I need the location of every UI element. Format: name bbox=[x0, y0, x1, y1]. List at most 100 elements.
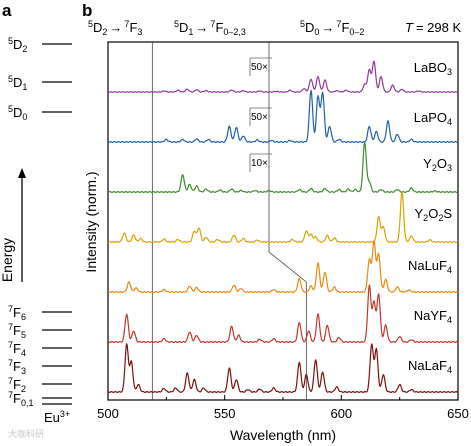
label-sup: 5 bbox=[174, 19, 179, 29]
level-label-sub: 4 bbox=[21, 348, 26, 358]
series-line bbox=[107, 60, 459, 93]
series-labo3: LaBO3 50× bbox=[107, 57, 459, 93]
level-label: 7F3 bbox=[8, 358, 26, 376]
region-dividers bbox=[151, 42, 307, 400]
label-sub: 0–2,3 bbox=[223, 27, 246, 37]
temperature-label: T = 298 K bbox=[405, 20, 461, 35]
level-label: 5D2 bbox=[8, 36, 27, 54]
series-label: Y2O3 bbox=[423, 156, 452, 173]
level-label-sup: 7 bbox=[8, 304, 13, 314]
label-main: F bbox=[215, 20, 223, 35]
level-label-sup: 7 bbox=[8, 358, 13, 368]
label-sub: 3 bbox=[137, 27, 142, 37]
level-label-main: F bbox=[13, 359, 21, 374]
plot-frame bbox=[107, 41, 459, 401]
label-main: D bbox=[305, 20, 314, 35]
series-label: LaBO3 bbox=[414, 60, 452, 77]
series-nalaf4: NaLaF4 bbox=[107, 343, 459, 393]
scale-factor-label: 10× bbox=[251, 158, 268, 169]
series-label-main: NaLaF bbox=[408, 358, 447, 373]
series-label-main: Y bbox=[423, 156, 432, 171]
level-label-sup: 7 bbox=[8, 322, 13, 332]
series-label-sub: 4 bbox=[447, 365, 452, 375]
transition-label-5d2-7f3: 5D2 → 7F3 bbox=[88, 19, 142, 37]
level-label-main: F bbox=[13, 391, 21, 406]
series-label-sub: 3 bbox=[447, 163, 452, 173]
series-label-main: O bbox=[428, 206, 438, 221]
series-line bbox=[107, 191, 459, 243]
panel-label-a: a bbox=[2, 1, 12, 20]
temperature-symbol: T bbox=[405, 20, 414, 35]
level-label-main: F bbox=[13, 323, 21, 338]
transition-label-5d0-7f: 5D0 → 7F0–2 bbox=[300, 19, 364, 37]
level-label: 7F6 bbox=[8, 304, 26, 322]
energy-level-5d1: 5D1 bbox=[8, 74, 72, 92]
label-sup: 5 bbox=[88, 19, 93, 29]
energy-level-7f0-1: 7F0,1 bbox=[8, 390, 72, 408]
series-label: NaYF4 bbox=[414, 308, 452, 325]
temperature-value: = 298 K bbox=[416, 20, 462, 35]
scale-factor-label: 50× bbox=[251, 112, 268, 123]
energy-level-7f3: 7F3 bbox=[8, 358, 72, 376]
label-sub: 2 bbox=[102, 27, 107, 37]
arrow-glyph: → bbox=[195, 20, 208, 35]
level-label-sup: 7 bbox=[8, 340, 13, 350]
series-naluf4: NaLuF4 bbox=[107, 240, 459, 293]
series-label-main: NaYF bbox=[414, 308, 447, 323]
level-label-main: D bbox=[13, 105, 22, 120]
label-sub: 0 bbox=[314, 27, 319, 37]
spectra-series: LaBO350×LaPO450×Y2O310×Y2O2SNaLuF4NaYF4N… bbox=[107, 57, 459, 393]
ion-label-main: Eu bbox=[44, 410, 60, 425]
series-line bbox=[107, 141, 459, 193]
level-label: 7F4 bbox=[8, 340, 26, 358]
level-label-sub: 1 bbox=[22, 82, 27, 92]
level-label-sub: 0,1 bbox=[21, 398, 34, 408]
series-label-sub: 4 bbox=[447, 117, 452, 127]
x-tick-label-650: 650 bbox=[447, 406, 469, 421]
label-main: D bbox=[179, 20, 188, 35]
series-label-main: LaBO bbox=[414, 60, 447, 75]
series-lapo4: LaPO4 50× bbox=[107, 89, 459, 144]
energy-level-5d0: 5D0 bbox=[8, 104, 72, 122]
series-label-main: S bbox=[443, 206, 452, 221]
series-label-sub: 4 bbox=[447, 265, 452, 275]
level-label-sub: 0 bbox=[22, 112, 27, 122]
level-label-sup: 5 bbox=[8, 36, 13, 46]
spectrum-plot: LaBO350×LaPO450×Y2O310×Y2O2SNaLuF4NaYF4N… bbox=[83, 19, 469, 443]
label-main: F bbox=[341, 20, 349, 35]
energy-level-7f2: 7F2 bbox=[8, 376, 72, 394]
series-label: NaLuF4 bbox=[408, 258, 452, 275]
series-label-sub: 3 bbox=[447, 67, 452, 77]
level-label: 5D0 bbox=[8, 104, 27, 122]
x-tick-label-550: 550 bbox=[214, 406, 236, 421]
series-label: Y2O2S bbox=[415, 206, 453, 223]
level-label-sup: 7 bbox=[8, 376, 13, 386]
series-line bbox=[107, 240, 459, 293]
transition-label-5d1-7f: 5D1 → 7F0–2,3 bbox=[174, 19, 246, 37]
series-line bbox=[107, 89, 459, 144]
x-axis-ticks: 500 550 600 650 bbox=[97, 395, 469, 421]
series-line bbox=[107, 284, 459, 344]
x-tick-label-600: 600 bbox=[330, 406, 352, 421]
panel-label-b: b bbox=[82, 1, 92, 20]
series-label-main: O bbox=[437, 156, 447, 171]
energy-level-5d2: 5D2 bbox=[8, 36, 72, 54]
level-label: 7F0,1 bbox=[8, 390, 33, 408]
level-label-sup: 7 bbox=[8, 390, 13, 400]
series-label-main: LaPO bbox=[414, 110, 447, 125]
level-label-main: F bbox=[13, 341, 21, 356]
label-main: F bbox=[129, 20, 137, 35]
level-label-sup: 5 bbox=[8, 74, 13, 84]
series-y2o2s: Y2O2S bbox=[107, 191, 459, 243]
x-tick-label-500: 500 bbox=[97, 406, 119, 421]
level-label-sub: 2 bbox=[21, 384, 26, 394]
label-sub: 0–2 bbox=[349, 27, 364, 37]
guide-slant bbox=[268, 251, 307, 283]
energy-axis-label: Energy bbox=[0, 238, 15, 282]
label-sup: 5 bbox=[300, 19, 305, 29]
level-label-main: D bbox=[13, 75, 22, 90]
label-main: D bbox=[93, 20, 102, 35]
level-label-sub: 6 bbox=[21, 312, 26, 322]
